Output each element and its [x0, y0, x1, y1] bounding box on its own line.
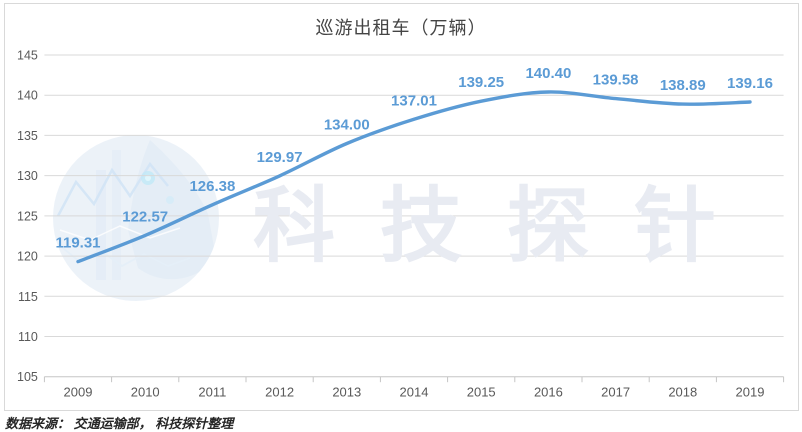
svg-text:2012: 2012: [265, 385, 294, 400]
svg-text:2016: 2016: [534, 385, 563, 400]
svg-text:2017: 2017: [601, 385, 630, 400]
data-label: 140.40: [525, 65, 571, 82]
x-axis-ticks: [43, 376, 785, 383]
series-line: [76, 90, 752, 264]
svg-text:145: 145: [17, 49, 38, 63]
svg-text:135: 135: [17, 129, 38, 143]
data-label: 139.25: [458, 74, 504, 91]
svg-text:140: 140: [17, 89, 38, 103]
svg-text:110: 110: [18, 330, 38, 344]
svg-text:2013: 2013: [332, 385, 361, 400]
svg-text:120: 120: [17, 250, 38, 264]
svg-text:2015: 2015: [467, 385, 496, 400]
data-label: 134.00: [324, 116, 370, 133]
chart-title: 巡游出租车（万辆）: [315, 18, 487, 38]
source-note: 数据来源： 交通运输部， 科技探针整理: [5, 416, 234, 431]
data-label: 138.89: [660, 77, 706, 94]
svg-text:115: 115: [18, 290, 38, 304]
grid-layer: [44, 54, 784, 378]
svg-text:2014: 2014: [400, 385, 429, 400]
svg-text:130: 130: [17, 169, 38, 183]
data-label: 119.31: [55, 235, 100, 252]
svg-text:2019: 2019: [736, 385, 765, 400]
data-labels: 119.31 122.57 126.38 129.97 134.00 137.01 139.…: [55, 65, 772, 252]
watermark-hand-shape: [128, 140, 216, 280]
svg-text:105: 105: [17, 370, 38, 384]
svg-text:125: 125: [17, 209, 38, 223]
data-label: 139.16: [727, 75, 773, 92]
y-axis-labels: 105 110 115 120 125 130 135 140 145: [17, 49, 38, 385]
svg-text:2011: 2011: [198, 385, 226, 400]
svg-text:2010: 2010: [131, 385, 160, 400]
watermark-logo-circle: [53, 135, 219, 301]
watermark-text: 科技探针: [253, 181, 761, 272]
data-label: 122.57: [122, 208, 168, 225]
data-label: 126.38: [189, 178, 235, 195]
svg-text:2009: 2009: [64, 385, 93, 400]
data-label: 129.97: [257, 149, 303, 166]
svg-text:2018: 2018: [668, 385, 697, 400]
x-axis-labels: 2009 2010 2011 2012 2013 2014 2015 2016 2017 2018…: [64, 385, 765, 400]
data-label: 137.01: [391, 92, 437, 109]
chart-frame: [4, 3, 799, 411]
data-label: 139.58: [593, 72, 639, 89]
series-layer: [76, 90, 752, 264]
